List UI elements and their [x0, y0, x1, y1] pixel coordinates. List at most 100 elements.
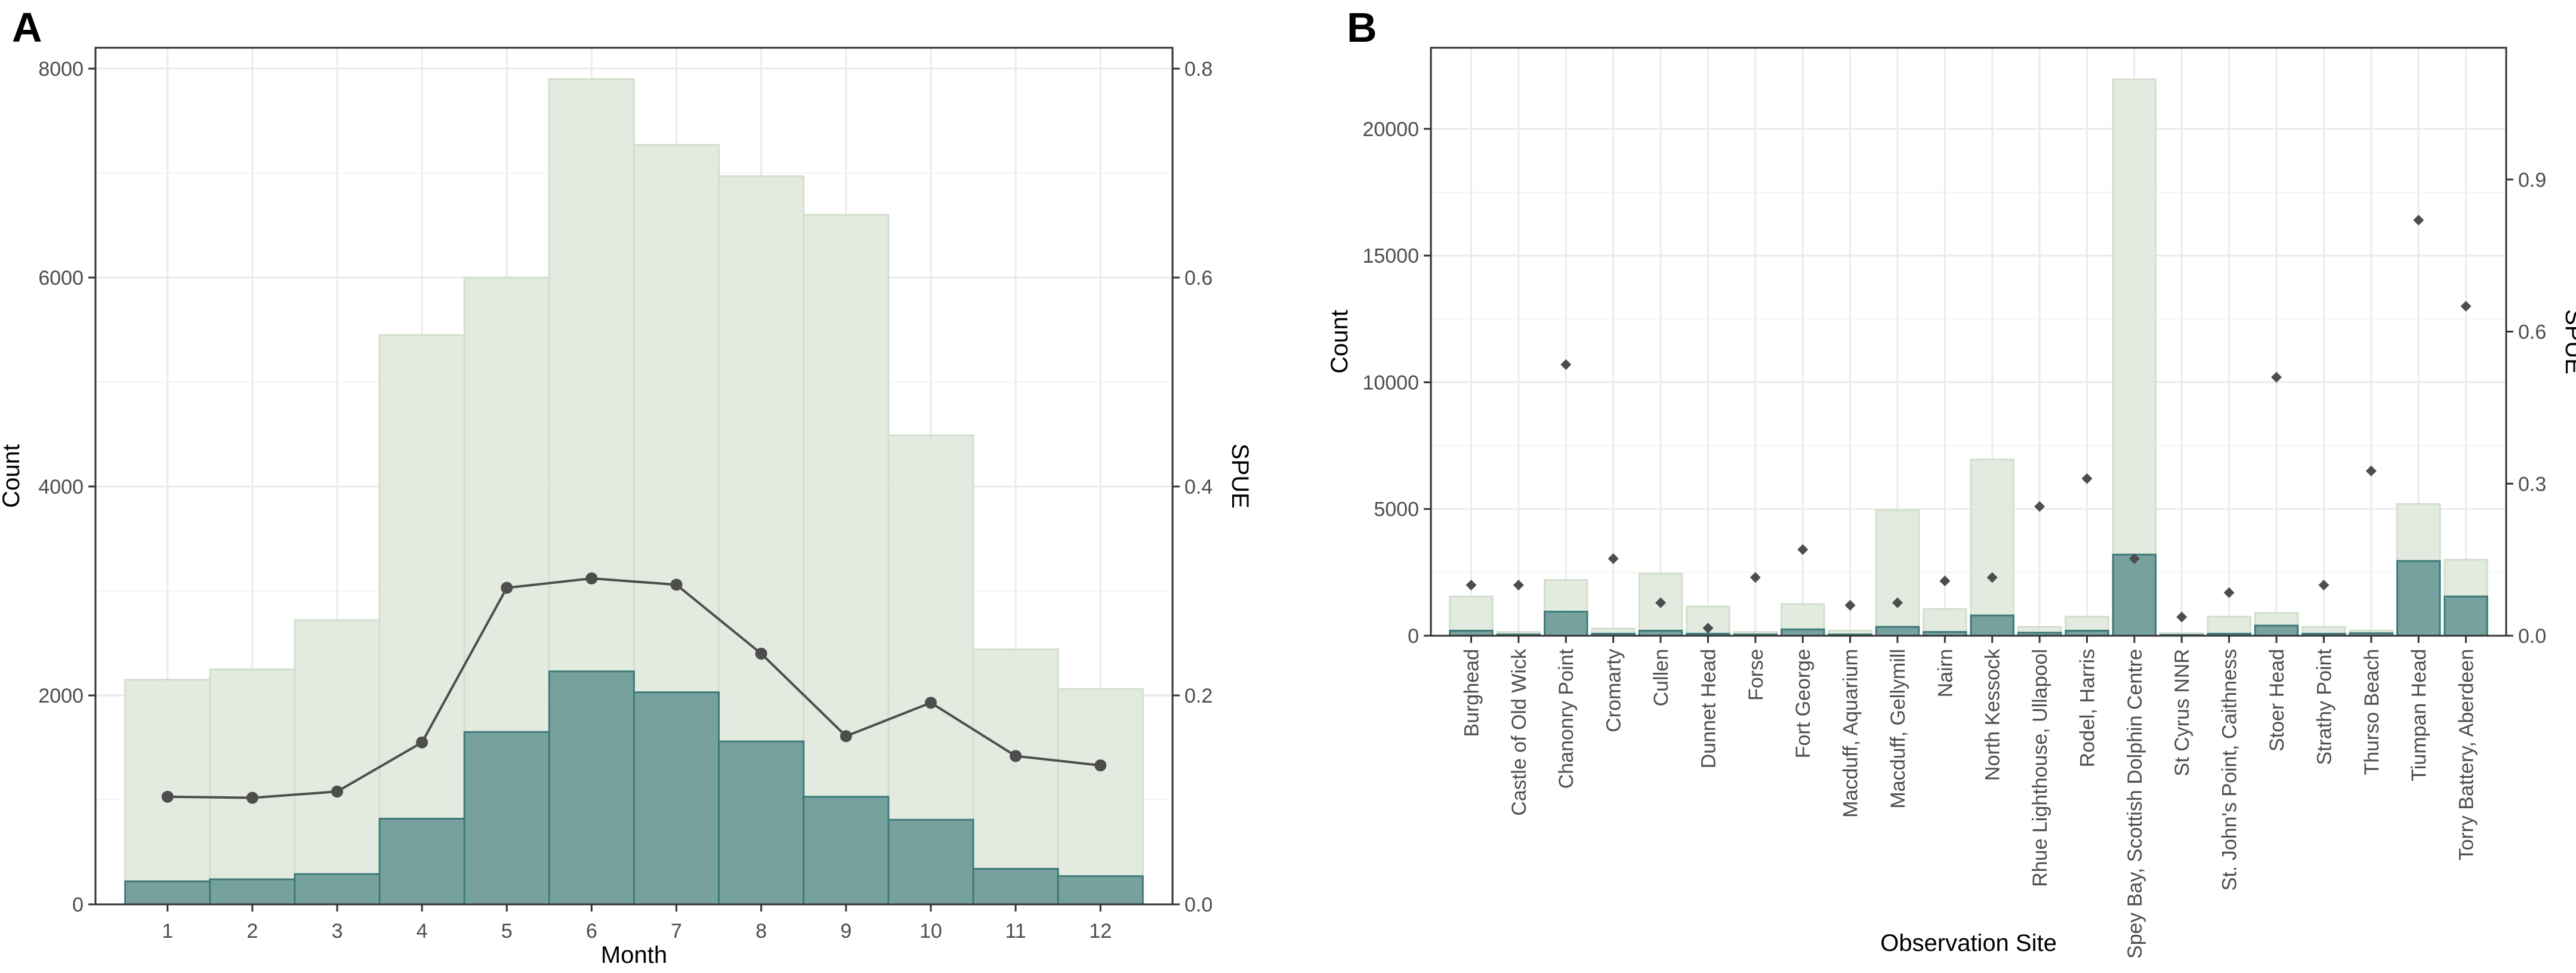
- sighting-bar-8: [1780, 628, 1825, 637]
- effort-bar-11: [972, 648, 1059, 906]
- x-tick-label: Cromarty: [1603, 649, 1625, 732]
- sighting-bar-3: [294, 873, 381, 906]
- spue-point-20: [2365, 466, 2377, 477]
- x-tick-label: 6: [586, 920, 597, 943]
- spue-point-6: [1702, 623, 1714, 634]
- spue-point-7: [1750, 572, 1761, 583]
- x-tick-label: Spey Bay, Scottish Dolphin Centre: [2124, 649, 2146, 959]
- x-tick-label: North Kessock: [1982, 648, 2004, 781]
- spue-point-2: [1513, 580, 1524, 591]
- sighting-bar-10: [1875, 626, 1920, 637]
- effort-bar-9: [803, 214, 890, 906]
- x-tick-label: Thurso Beach: [2361, 649, 2383, 775]
- plot-frame: [94, 47, 1174, 906]
- panel-label: B: [1347, 4, 1377, 51]
- x-tick-label: Rodel, Harris: [2076, 649, 2099, 767]
- effort-bar-2: [209, 668, 296, 906]
- spue-point-1: [1466, 580, 1477, 591]
- x-tick-label: Tiumpan Head: [2408, 649, 2430, 781]
- right-tick-label: 0.3: [2518, 473, 2546, 495]
- right-tick-label: 0.2: [1184, 685, 1213, 707]
- spue-point-18: [2270, 371, 2282, 383]
- right-tick-label: 0.8: [1184, 58, 1213, 81]
- left-axis-title: Count: [0, 444, 24, 508]
- spue-point-4: [1608, 553, 1619, 564]
- x-tick-label: 8: [755, 920, 767, 943]
- x-tick-label: Macduff, Aquarium: [1840, 649, 1862, 818]
- right-axis-title: SPUE: [1227, 444, 1253, 509]
- x-tick-label: Burghead: [1460, 649, 1483, 737]
- left-tick-label: 8000: [38, 58, 84, 81]
- spue-point-12: [1986, 572, 1998, 583]
- sighting-bar-10: [887, 818, 974, 906]
- sighting-bar-9: [803, 796, 890, 906]
- x-tick-label: 4: [417, 920, 428, 943]
- sighting-bar-7: [633, 691, 720, 906]
- spue-point-3: [331, 786, 344, 798]
- sighting-bar-18: [2254, 624, 2299, 637]
- effort-bar-15: [2112, 78, 2157, 637]
- right-axis-title: SPUE: [2560, 309, 2576, 374]
- left-tick-label: 0: [1408, 625, 1419, 648]
- sighting-bar-8: [718, 740, 805, 906]
- sighting-bar-1: [124, 880, 211, 906]
- x-tick-label: Dunnet Head: [1697, 649, 1720, 768]
- effort-bar-10: [1875, 509, 1920, 637]
- spue-point-15: [2128, 553, 2140, 564]
- x-tick-label: Strathy Point: [2313, 648, 2336, 765]
- effort-bar-12: [1970, 458, 2014, 637]
- effort-bar-1: [1449, 595, 1494, 637]
- effort-bar-3: [294, 619, 381, 906]
- left-tick-label: 20000: [1362, 118, 1419, 141]
- x-tick-label: Torry Battery, Aberdeen: [2455, 649, 2478, 861]
- left-tick-label: 2000: [38, 685, 84, 707]
- sighting-bar-2: [209, 878, 296, 906]
- spue-point-8: [755, 648, 767, 660]
- spue-point-17: [2223, 587, 2235, 598]
- x-tick-label: Forse: [1745, 649, 1767, 701]
- right-tick-label: 0.6: [2518, 321, 2546, 344]
- spue-point-6: [585, 572, 598, 584]
- spue-point-7: [670, 578, 683, 591]
- left-tick-label: 15000: [1362, 245, 1419, 267]
- spue-point-12: [1094, 759, 1107, 772]
- x-tick-label: Cullen: [1650, 649, 1673, 706]
- sighting-bar-22: [2444, 595, 2488, 637]
- spue-point-5: [1655, 597, 1667, 608]
- right-tick-label: 0.4: [1184, 476, 1213, 498]
- spue-point-5: [501, 581, 513, 594]
- spue-point-10: [924, 697, 937, 709]
- x-tick-label: 12: [1089, 920, 1112, 943]
- x-tick-label: Macduff, Gellymill: [1887, 649, 1909, 809]
- sighting-bar-21: [2396, 560, 2441, 637]
- spue-point-9: [1844, 600, 1856, 611]
- left-tick-label: 5000: [1374, 498, 1419, 521]
- right-tick-label: 0.0: [2518, 625, 2546, 648]
- sighting-bar-6: [548, 670, 635, 906]
- sighting-bar-12: [1057, 875, 1144, 906]
- x-axis-title: Month: [601, 942, 667, 968]
- spue-point-19: [2318, 580, 2330, 591]
- x-axis-title: Observation Site: [1880, 930, 2057, 956]
- left-tick-label: 0: [72, 894, 84, 916]
- plot-frame: [1430, 47, 2507, 637]
- spue-point-3: [1560, 359, 1572, 370]
- left-tick-label: 4000: [38, 476, 84, 498]
- spue-point-16: [2176, 611, 2188, 623]
- x-tick-label: Castle of Old Wick: [1508, 648, 1531, 816]
- spue-point-11: [1939, 575, 1951, 587]
- x-tick-label: St Cyrus NNR: [2171, 649, 2194, 776]
- panel-label: A: [12, 4, 42, 51]
- x-tick-label: 2: [246, 920, 258, 943]
- x-tick-label: Rhue Lighthouse, Ullapool: [2029, 649, 2051, 887]
- panel-b: 0 5000 10000 15000 20000 0.0 0.3 0.6 0.9 Burghead…: [1326, 4, 2576, 959]
- sighting-bar-5: [463, 731, 550, 906]
- spue-point-1: [161, 790, 174, 803]
- x-tick-label: Stoer Head: [2266, 649, 2288, 752]
- spue-point-22: [2460, 301, 2472, 312]
- spue-point-4: [416, 736, 428, 749]
- sighting-bar-12: [1970, 614, 2014, 637]
- spue-point-9: [840, 730, 852, 743]
- x-tick-label: Chanonry Point: [1555, 648, 1578, 789]
